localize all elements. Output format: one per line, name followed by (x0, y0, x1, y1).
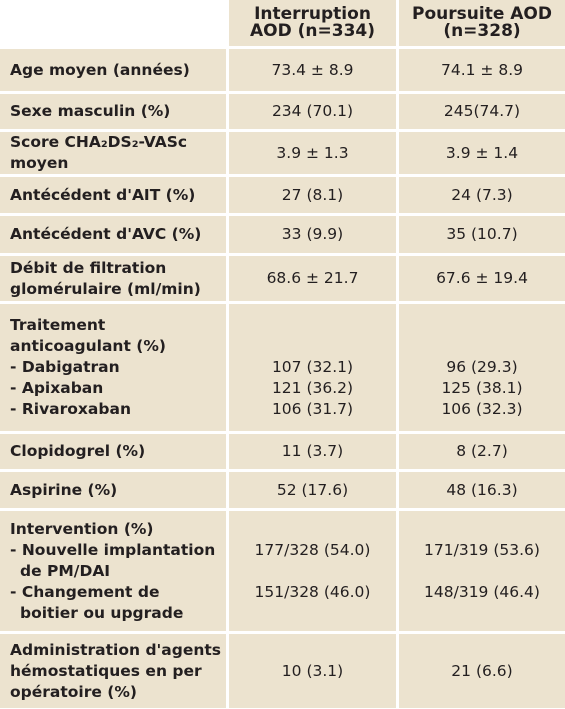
value-cell: 21 (6.6) (399, 634, 565, 708)
value-text: 177/328 (54.0) (254, 540, 371, 559)
value-cell: 245(74.7) (399, 94, 565, 129)
value-cell: 27 (8.1) (229, 177, 396, 213)
value-cell: 3.9 ± 1.4 (399, 132, 565, 174)
value-cell: 234 (70.1) (229, 94, 396, 129)
value-cell: 107 (32.1) 121 (36.2) 106 (31.7) (229, 304, 396, 431)
value-cell: 8 (2.7) (399, 434, 565, 469)
value-text: 106 (31.7) (271, 400, 354, 418)
header-text: (n=328) (443, 21, 521, 41)
row-label: Traitement anticoagulant (%) - Dabigatran -… (0, 304, 226, 431)
label-text: Administration d'agents (10, 640, 222, 659)
value-text: 151/328 (46.0) (254, 582, 371, 601)
label-text: Aspirine (%) (10, 480, 118, 499)
value-cell: 33 (9.9) (229, 216, 396, 253)
label-text: Antécédent d'AIT (%) (10, 185, 196, 204)
value-text: 107 (32.1) (271, 358, 354, 376)
value-text: 11 (3.7) (281, 442, 344, 460)
value-cell: 10 (3.1) (229, 634, 396, 708)
value-text: 73.4 ± 8.9 (271, 60, 354, 79)
label-text: Clopidogrel (%) (10, 442, 146, 460)
value-cell: 11 (3.7) (229, 434, 396, 469)
value-text: 27 (8.1) (281, 185, 344, 204)
header-text: Poursuite AOD (412, 4, 552, 24)
row-label: Sexe masculin (%) (0, 94, 226, 129)
value-cell: 74.1 ± 8.9 (399, 49, 565, 91)
header-cell: Poursuite AOD (n=328) (399, 0, 565, 46)
label-text: Intervention (%) (10, 519, 154, 538)
value-text: 48 (16.3) (446, 480, 518, 499)
header-text: AOD (n=334) (249, 21, 375, 41)
value-text: 171/319 (53.6) (424, 540, 540, 559)
row-label: Antécédent d'AVC (%) (0, 216, 226, 253)
label-text: Débit de filtration (10, 258, 167, 277)
header-text: Interruption (254, 4, 371, 24)
label-text: - Rivaroxaban (10, 400, 131, 418)
value-cell: 177/328 (54.0) 151/328 (46.0) (229, 511, 396, 631)
value-cell: 3.9 ± 1.3 (229, 132, 396, 174)
value-text: 33 (9.9) (281, 225, 344, 243)
value-cell: 73.4 ± 8.9 (229, 49, 396, 91)
value-text: 21 (6.6) (451, 661, 513, 680)
row-label: Intervention (%) - Nouvelle implantation d… (0, 511, 226, 631)
label-text: opératoire (%) (10, 682, 137, 701)
value-cell: 68.6 ± 21.7 (229, 256, 396, 301)
label-text: - Apixaban (10, 379, 104, 397)
label-text: anticoagulant (%) (10, 337, 166, 355)
value-text: 245(74.7) (443, 102, 521, 120)
value-text: 125 (38.1) (441, 379, 523, 397)
value-cell: 48 (16.3) (399, 472, 565, 508)
row-label: Aspirine (%) (0, 472, 226, 508)
value-text: 148/319 (46.4) (424, 582, 540, 601)
value-text: 3.9 ± 1.4 (445, 143, 519, 162)
label-text: boitier ou upgrade (20, 603, 184, 622)
header-cell: Interruption AOD (n=334) (229, 0, 396, 46)
label-text: Traitement (10, 316, 106, 334)
label-text: Sexe masculin (%) (10, 102, 171, 120)
value-cell: 171/319 (53.6) 148/319 (46.4) (399, 511, 565, 631)
value-text: 8 (2.7) (456, 442, 508, 460)
value-cell: 96 (29.3) 125 (38.1) 106 (32.3) (399, 304, 565, 431)
row-label: Antécédent d'AIT (%) (0, 177, 226, 213)
value-text: 67.6 ± 19.4 (436, 269, 528, 287)
value-text: 10 (3.1) (281, 661, 344, 680)
corner-cell (0, 0, 226, 46)
value-text: 35 (10.7) (446, 225, 518, 243)
value-text: 24 (7.3) (451, 185, 513, 204)
label-text: moyen (10, 154, 69, 172)
value-text: 96 (29.3) (446, 358, 518, 376)
label-text: hémostatiques en per (10, 661, 202, 680)
row-label: Score CHA₂DS₂-VASc moyen (0, 132, 226, 174)
label-text: Age moyen (années) (10, 60, 190, 79)
value-text: 68.6 ± 21.7 (266, 269, 359, 287)
value-text: 52 (17.6) (276, 480, 349, 499)
row-label: Age moyen (années) (0, 49, 226, 91)
label-text: glomérulaire (ml/min) (10, 279, 201, 298)
label-text: - Nouvelle implantation (10, 540, 216, 559)
value-cell: 52 (17.6) (229, 472, 396, 508)
value-text: 234 (70.1) (271, 102, 354, 120)
label-text: - Changement de (10, 582, 160, 601)
label-text: - Dabigatran (10, 358, 120, 376)
value-text: 106 (32.3) (441, 400, 523, 418)
value-text: 121 (36.2) (271, 379, 354, 397)
label-text: de PM/DAI (20, 561, 111, 580)
row-label: Administration d'agents hémostatiques en … (0, 634, 226, 708)
label-text: Antécédent d'AVC (%) (10, 225, 202, 243)
row-label: Clopidogrel (%) (0, 434, 226, 469)
label-text: Score CHA₂DS₂-VASc (10, 133, 188, 151)
value-cell: 35 (10.7) (399, 216, 565, 253)
row-label: Débit de filtration glomérulaire (ml/min) (0, 256, 226, 301)
value-cell: 67.6 ± 19.4 (399, 256, 565, 301)
value-text: 3.9 ± 1.3 (276, 143, 349, 162)
value-text: 74.1 ± 8.9 (440, 60, 523, 79)
value-cell: 24 (7.3) (399, 177, 565, 213)
